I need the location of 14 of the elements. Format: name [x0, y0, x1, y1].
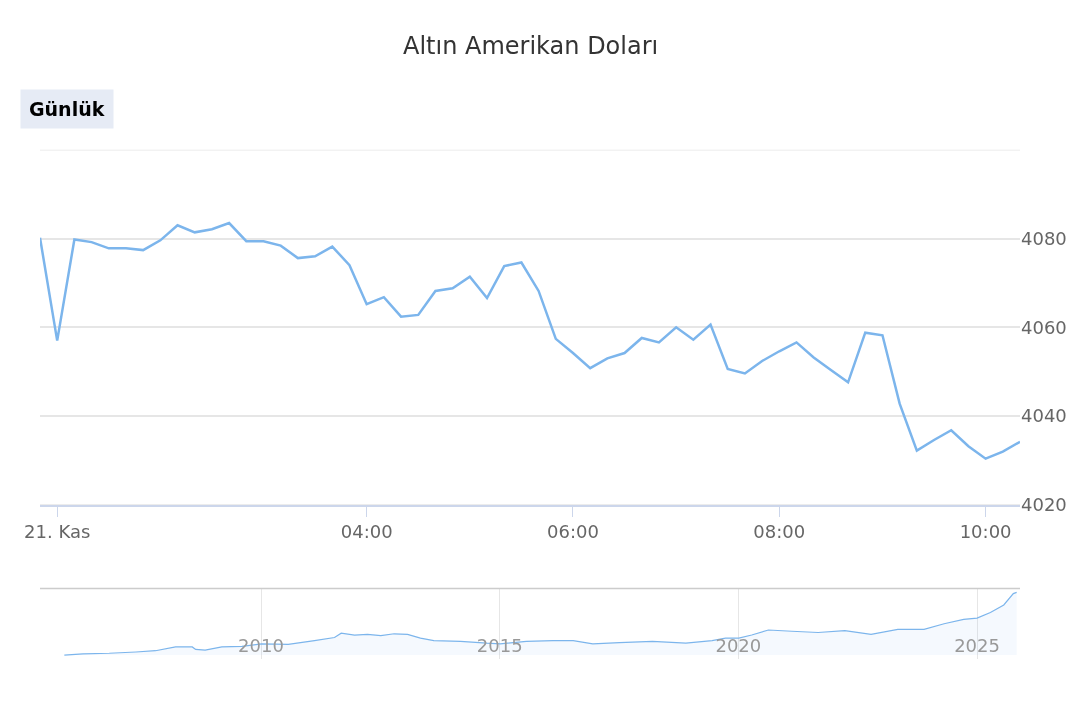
- x-tick-label: 2025: [954, 635, 1000, 657]
- x-tick-label: 21. Kas: [24, 521, 91, 543]
- chart-title: Altın Amerikan Doları: [403, 32, 659, 60]
- y-tick-label: 4060: [1021, 316, 1067, 338]
- y-tick-label: 4020: [1021, 494, 1067, 516]
- line-series: [40, 221, 1020, 460]
- x-tick-label: 10:00: [959, 521, 1012, 543]
- x-tick-label: 08:00: [753, 521, 806, 543]
- y-tick-label: 4080: [1021, 227, 1067, 249]
- x-tick-label: 2020: [715, 635, 762, 657]
- y-tick-label: 4040: [1021, 405, 1067, 427]
- x-tick-label: 04:00: [340, 521, 393, 543]
- text: Günlük: [29, 98, 105, 120]
- x-tick-label: 06:00: [547, 521, 599, 543]
